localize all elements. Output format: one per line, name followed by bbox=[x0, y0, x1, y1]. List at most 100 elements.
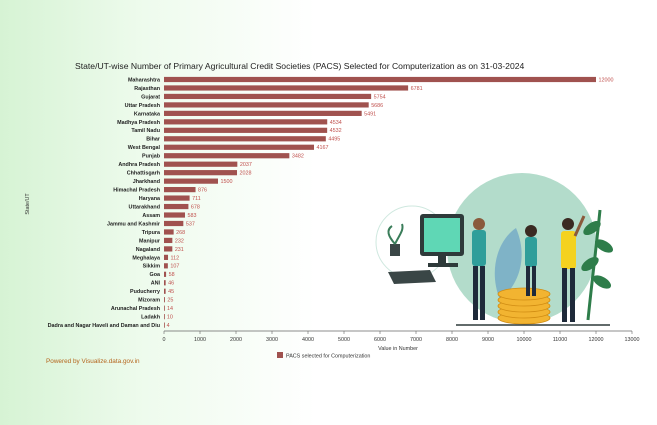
y-axis-title: State/UT bbox=[25, 193, 31, 215]
category-labels: Maharashtra Rajasthan Gujarat Uttar Pradesh… bbox=[48, 77, 161, 329]
category-label-bihar: Bihar bbox=[146, 137, 161, 143]
value-label-chhattisgarh: 2028 bbox=[240, 171, 252, 177]
bar-goa[interactable] bbox=[164, 271, 167, 277]
value-label-nagaland: 231 bbox=[175, 247, 184, 253]
category-label-mizoram: Mizoram bbox=[138, 298, 160, 304]
value-label-punjab: 3482 bbox=[292, 154, 304, 160]
bar-dadra-and-nagar-haveli-and-daman-and-diu[interactable] bbox=[164, 322, 165, 328]
bar-west-bengal[interactable] bbox=[164, 144, 315, 150]
category-label-nagaland: Nagaland bbox=[136, 247, 160, 253]
value-labels: 12000 6781 5754 5686 5491 4534 4532 4495 4167 348… bbox=[167, 77, 614, 329]
value-label-himachal-pradesh: 876 bbox=[198, 188, 207, 194]
value-label-tamil-nadu: 4532 bbox=[330, 128, 342, 134]
legend-swatch bbox=[277, 352, 283, 358]
bar-sikkim[interactable] bbox=[164, 263, 168, 269]
bar-himachal-pradesh[interactable] bbox=[164, 187, 196, 193]
bar-puducherry[interactable] bbox=[164, 288, 166, 294]
category-label-west-bengal: West Bengal bbox=[128, 145, 161, 151]
bar-nagaland[interactable] bbox=[164, 246, 173, 252]
value-label-ladakh: 10 bbox=[167, 315, 173, 321]
value-label-assam: 583 bbox=[187, 213, 196, 219]
x-tick-label-9000: 9000 bbox=[482, 337, 494, 343]
category-label-tripura: Tripura bbox=[142, 230, 161, 236]
category-label-rajasthan: Rajasthan bbox=[134, 86, 160, 92]
category-label-karnataka: Karnataka bbox=[134, 111, 161, 117]
bar-haryana[interactable] bbox=[164, 195, 190, 201]
bar-andhra-pradesh[interactable] bbox=[164, 161, 238, 167]
value-label-uttarakhand: 678 bbox=[191, 204, 200, 210]
category-label-ladakh: Ladakh bbox=[141, 315, 160, 321]
x-tick-label-6000: 6000 bbox=[374, 337, 386, 343]
category-label-tamil-nadu: Tamil Nadu bbox=[131, 128, 160, 134]
value-label-west-bengal: 4167 bbox=[317, 145, 329, 151]
powered-by-link[interactable]: Powered by Visualize.data.gov.in bbox=[46, 358, 140, 365]
bar-ani[interactable] bbox=[164, 280, 166, 286]
bar-jammu-and-kashmir[interactable] bbox=[164, 220, 184, 227]
legend[interactable]: PACS selected for Computerization bbox=[277, 352, 370, 360]
bars bbox=[164, 76, 596, 328]
value-label-arunachal-pradesh: 14 bbox=[167, 306, 173, 312]
x-axis-ticks: 0 1000 2000 3000 4000 5000 6000 7000 8000 9000 100… bbox=[163, 331, 640, 343]
bar-arunachal-pradesh[interactable] bbox=[164, 305, 165, 311]
x-tick-label-4000: 4000 bbox=[302, 337, 314, 343]
value-label-jharkhand: 1500 bbox=[221, 179, 233, 185]
value-label-haryana: 711 bbox=[192, 196, 201, 202]
category-label-puducherry: Puducherry bbox=[130, 289, 160, 295]
bar-manipur[interactable] bbox=[164, 237, 173, 244]
category-label-uttar-pradesh: Uttar Pradesh bbox=[125, 103, 160, 109]
value-label-manipur: 232 bbox=[175, 238, 184, 244]
x-tick-label-7000: 7000 bbox=[410, 337, 422, 343]
value-label-jammu-and-kashmir: 537 bbox=[186, 221, 195, 227]
category-label-jammu-and-kashmir: Jammu and Kashmir bbox=[107, 221, 161, 227]
category-label-gujarat: Gujarat bbox=[141, 94, 160, 100]
value-label-rajasthan: 6781 bbox=[411, 86, 423, 92]
x-tick-label-8000: 8000 bbox=[446, 337, 458, 343]
x-tick-label-3000: 3000 bbox=[266, 337, 278, 343]
people-with-computer-and-coins-illustration bbox=[375, 173, 614, 326]
value-label-uttar-pradesh: 5686 bbox=[371, 103, 383, 109]
value-label-tripura: 268 bbox=[176, 230, 185, 236]
category-label-andhra-pradesh: Andhra Pradesh bbox=[118, 162, 160, 168]
value-label-puducherry: 45 bbox=[168, 289, 174, 295]
category-label-sikkim: Sikkim bbox=[143, 264, 161, 270]
x-tick-label-13000: 13000 bbox=[625, 337, 640, 343]
bar-gujarat[interactable] bbox=[164, 93, 372, 100]
value-label-dadra-and-nagar-haveli-and-daman-and-diu: 4 bbox=[167, 323, 170, 329]
category-label-haryana: Haryana bbox=[139, 196, 161, 202]
category-label-manipur: Manipur bbox=[139, 238, 161, 244]
x-tick-label-0: 0 bbox=[163, 337, 166, 343]
bar-madhya-pradesh[interactable] bbox=[164, 119, 328, 125]
bar-maharashtra[interactable] bbox=[164, 76, 596, 83]
bar-punjab[interactable] bbox=[164, 153, 290, 159]
legend-label: PACS selected for Computerization bbox=[286, 354, 370, 360]
bar-chhattisgarh[interactable] bbox=[164, 170, 238, 176]
category-label-punjab: Punjab bbox=[142, 154, 161, 160]
x-tick-label-1000: 1000 bbox=[194, 337, 206, 343]
value-label-ani: 46 bbox=[168, 281, 174, 287]
x-tick-label-2000: 2000 bbox=[230, 337, 242, 343]
bar-ladakh[interactable] bbox=[164, 314, 165, 320]
bar-rajasthan[interactable] bbox=[164, 85, 409, 91]
bar-mizoram[interactable] bbox=[164, 297, 165, 303]
bar-jharkhand[interactable] bbox=[164, 178, 218, 184]
bar-uttar-pradesh[interactable] bbox=[164, 102, 369, 108]
category-label-madhya-pradesh: Madhya Pradesh bbox=[117, 120, 160, 126]
category-label-arunachal-pradesh: Arunachal Pradesh bbox=[111, 306, 160, 312]
category-label-uttarakhand: Uttarakhand bbox=[129, 204, 160, 210]
bar-uttarakhand[interactable] bbox=[164, 203, 189, 210]
value-label-bihar: 4495 bbox=[328, 137, 340, 143]
bar-tripura[interactable] bbox=[164, 229, 174, 235]
bar-tamil-nadu[interactable] bbox=[164, 127, 328, 133]
value-label-maharashtra: 12000 bbox=[599, 77, 614, 83]
bar-bihar[interactable] bbox=[164, 136, 326, 142]
category-label-jharkhand: Jharkhand bbox=[133, 179, 160, 185]
value-label-meghalaya: 112 bbox=[171, 255, 180, 261]
category-label-maharashtra: Maharashtra bbox=[128, 77, 161, 83]
bar-meghalaya[interactable] bbox=[164, 254, 169, 260]
bar-assam[interactable] bbox=[164, 212, 185, 218]
x-tick-label-10000: 10000 bbox=[517, 337, 532, 343]
x-tick-label-11000: 11000 bbox=[553, 337, 568, 343]
bar-karnataka[interactable] bbox=[164, 110, 362, 116]
x-tick-label-12000: 12000 bbox=[589, 337, 604, 343]
